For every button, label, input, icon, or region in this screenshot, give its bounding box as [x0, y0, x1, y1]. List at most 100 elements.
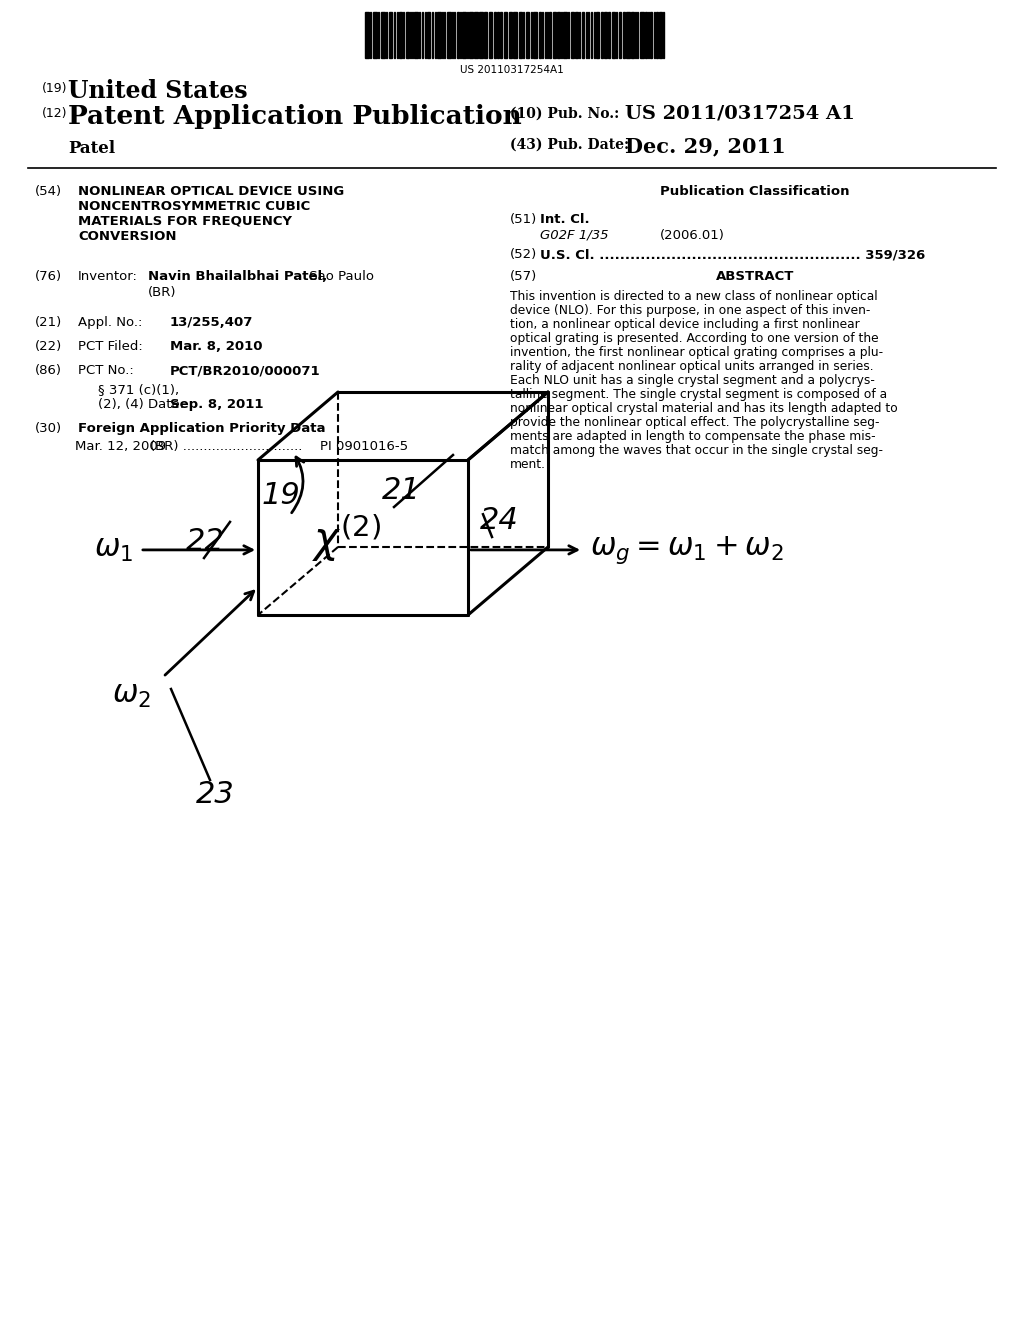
Text: device (NLO). For this purpose, in one aspect of this inven-: device (NLO). For this purpose, in one a… — [510, 304, 870, 317]
Text: match among the waves that occur in the single crystal seg-: match among the waves that occur in the … — [510, 444, 883, 457]
Bar — [467, 12, 468, 58]
Bar — [434, 12, 436, 58]
Bar — [509, 12, 512, 58]
Bar — [437, 12, 440, 58]
Text: $\omega_1$: $\omega_1$ — [94, 536, 133, 565]
Text: Navin Bhailalbhai Patel,: Navin Bhailalbhai Patel, — [148, 271, 328, 282]
Text: $\omega_2$: $\omega_2$ — [112, 681, 151, 710]
Text: (2006.01): (2006.01) — [660, 228, 725, 242]
Bar — [414, 12, 418, 58]
Text: This invention is directed to a new class of nonlinear optical: This invention is directed to a new clas… — [510, 290, 878, 304]
Bar — [596, 12, 598, 58]
Text: ment.: ment. — [510, 458, 546, 471]
Bar — [571, 12, 573, 58]
Text: 23: 23 — [196, 780, 234, 809]
Text: 22: 22 — [186, 527, 224, 556]
Bar — [427, 12, 429, 58]
Text: $\chi^{(2)}$: $\chi^{(2)}$ — [311, 511, 381, 564]
Text: PCT/BR2010/000071: PCT/BR2010/000071 — [170, 364, 321, 378]
Bar — [553, 12, 555, 58]
Text: (21): (21) — [35, 315, 62, 329]
Text: Mar. 12, 2009: Mar. 12, 2009 — [75, 440, 166, 453]
Bar — [494, 12, 496, 58]
Text: rality of adjacent nonlinear optical units arranged in series.: rality of adjacent nonlinear optical uni… — [510, 360, 873, 374]
Bar — [615, 12, 617, 58]
Text: provide the nonlinear optical effect. The polycrystalline seg-: provide the nonlinear optical effect. Th… — [510, 416, 880, 429]
Text: ments are adapted in length to compensate the phase mis-: ments are adapted in length to compensat… — [510, 430, 876, 444]
Text: PI 0901016-5: PI 0901016-5 — [319, 440, 409, 453]
Bar — [398, 12, 402, 58]
Text: Publication Classification: Publication Classification — [660, 185, 850, 198]
Bar — [557, 12, 559, 58]
Text: (51): (51) — [510, 213, 538, 226]
Text: 19: 19 — [262, 480, 301, 510]
Text: NONCENTROSYMMETRIC CUBIC: NONCENTROSYMMETRIC CUBIC — [78, 201, 310, 213]
Bar — [588, 12, 589, 58]
Text: (52): (52) — [510, 248, 538, 261]
Bar — [656, 12, 657, 58]
Bar — [365, 12, 369, 58]
Bar — [513, 12, 516, 58]
Bar — [604, 12, 606, 58]
Text: invention, the first nonlinear optical grating comprises a plu-: invention, the first nonlinear optical g… — [510, 346, 883, 359]
Bar — [381, 12, 384, 58]
Text: Patent Application Publication: Patent Application Publication — [68, 104, 522, 129]
Bar — [640, 12, 643, 58]
Text: (43) Pub. Date:: (43) Pub. Date: — [510, 139, 629, 152]
Text: (BR) .............................: (BR) ............................. — [150, 440, 302, 453]
Bar — [385, 12, 387, 58]
Bar — [373, 12, 377, 58]
Bar — [497, 12, 499, 58]
Text: $\omega_g = \omega_1 + \omega_2$: $\omega_g = \omega_1 + \omega_2$ — [590, 535, 783, 566]
Bar — [483, 12, 487, 58]
Bar — [534, 12, 537, 58]
Bar — [525, 12, 529, 58]
Text: (22): (22) — [35, 341, 62, 352]
Text: 24: 24 — [480, 506, 519, 535]
Bar — [607, 12, 610, 58]
Bar — [591, 12, 592, 58]
Bar — [460, 12, 461, 58]
Text: NONLINEAR OPTICAL DEVICE USING: NONLINEAR OPTICAL DEVICE USING — [78, 185, 344, 198]
Text: Patel: Patel — [68, 140, 115, 157]
Text: (BR): (BR) — [148, 286, 176, 300]
Bar — [389, 12, 391, 58]
Bar — [462, 12, 466, 58]
Bar — [575, 12, 578, 58]
Bar — [549, 12, 551, 58]
Text: Foreign Application Priority Data: Foreign Application Priority Data — [78, 422, 326, 436]
Text: PCT No.:: PCT No.: — [78, 364, 134, 378]
Bar — [645, 12, 646, 58]
Text: Appl. No.:: Appl. No.: — [78, 315, 142, 329]
Bar — [488, 12, 492, 58]
Bar — [600, 12, 603, 58]
Text: US 2011/0317254 A1: US 2011/0317254 A1 — [625, 106, 855, 123]
Text: nonlinear optical crystal material and has its length adapted to: nonlinear optical crystal material and h… — [510, 403, 898, 414]
Text: talline segment. The single crystal segment is composed of a: talline segment. The single crystal segm… — [510, 388, 887, 401]
Bar — [441, 12, 443, 58]
Text: § 371 (c)(1),: § 371 (c)(1), — [98, 383, 179, 396]
Text: MATERIALS FOR FREQUENCY: MATERIALS FOR FREQUENCY — [78, 215, 292, 228]
Text: (57): (57) — [510, 271, 538, 282]
Bar — [504, 12, 507, 58]
Text: Int. Cl.: Int. Cl. — [540, 213, 590, 226]
Bar — [378, 12, 379, 58]
Text: US 20110317254A1: US 20110317254A1 — [460, 65, 564, 75]
Text: (12): (12) — [42, 107, 68, 120]
Text: (30): (30) — [35, 422, 62, 436]
Bar — [650, 12, 651, 58]
Text: Sep. 8, 2011: Sep. 8, 2011 — [170, 399, 263, 411]
Text: (2), (4) Date:: (2), (4) Date: — [98, 399, 184, 411]
Bar — [457, 12, 459, 58]
Bar — [530, 12, 532, 58]
Text: Mar. 8, 2010: Mar. 8, 2010 — [170, 341, 262, 352]
Bar — [635, 12, 636, 58]
Bar — [406, 12, 409, 58]
Text: (19): (19) — [42, 82, 68, 95]
Bar — [563, 12, 566, 58]
Text: Inventor:: Inventor: — [78, 271, 138, 282]
Text: tion, a nonlinear optical device including a first nonlinear: tion, a nonlinear optical device includi… — [510, 318, 860, 331]
Bar — [518, 12, 522, 58]
Text: (54): (54) — [35, 185, 62, 198]
Bar — [474, 12, 477, 58]
